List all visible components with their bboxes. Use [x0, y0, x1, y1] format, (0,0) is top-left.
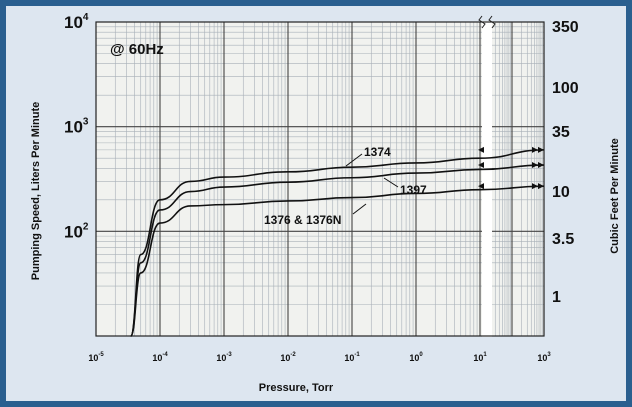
series-leader-1	[345, 153, 363, 167]
series-arrow-right	[532, 146, 538, 153]
plot-border	[95, 21, 545, 337]
minor-grid	[96, 22, 544, 336]
series-line-3	[130, 185, 545, 337]
y-tick-label-right: 10	[552, 184, 570, 201]
series-label-2: 1397	[400, 183, 427, 197]
y-tick-label-right: 350	[552, 19, 579, 36]
y-tick-label-left: 103	[64, 117, 89, 137]
series-arrow-right	[538, 162, 544, 169]
x-tick-label: 10-3	[216, 352, 232, 363]
x-tick-label: 103	[537, 352, 551, 363]
y-tick-labels-right: 350 100 35 10 3.5 1	[552, 19, 579, 306]
y-tick-label-right: 100	[552, 80, 579, 97]
series-arrow-right	[532, 183, 538, 190]
x-tick-label: 10-5	[88, 352, 104, 363]
series-line-2	[130, 164, 545, 337]
chart-frame: 1374 1397 1376 & 1376N 10-5 10-4 10-3 10-2 10-…	[6, 6, 626, 401]
major-grid	[96, 22, 544, 336]
axis-break-gap	[482, 21, 492, 337]
y-axis-label-right: Cubic Feet Per Minute	[609, 138, 621, 254]
series-arrow-right	[538, 146, 544, 153]
series-arrow-left	[478, 162, 484, 169]
series-label-3: 1376 & 1376N	[264, 213, 341, 227]
x-tick-label: 10-2	[280, 352, 296, 363]
y-tick-label-left: 102	[64, 221, 89, 241]
series-arrow-right	[532, 162, 538, 169]
y-tick-label-right: 1	[552, 289, 561, 306]
y-axis-label-left: Pumping Speed, Liters Per Minute	[30, 102, 42, 280]
y-tick-labels-left: 104 103 102	[64, 12, 89, 241]
series-layer	[130, 146, 545, 337]
series-leader-3	[352, 203, 367, 215]
y-tick-label-right: 3.5	[552, 231, 574, 248]
annotation-frequency: @ 60Hz	[110, 41, 164, 58]
series-leader-2	[383, 177, 399, 188]
series-arrow-right	[538, 183, 544, 190]
y-tick-label-right: 35	[552, 124, 570, 141]
x-tick-labels: 10-5 10-4 10-3 10-2 10-1 100 101 103	[88, 352, 551, 363]
y-tick-label-left: 104	[64, 12, 89, 32]
plot-area	[96, 22, 544, 336]
x-tick-label: 10-1	[344, 352, 360, 363]
x-tick-label: 100	[409, 352, 423, 363]
series-line-1	[130, 149, 545, 337]
series-arrow-left	[478, 146, 484, 153]
x-tick-label: 101	[473, 352, 487, 363]
x-axis-label: Pressure, Torr	[259, 382, 334, 394]
series-arrow-left	[478, 183, 484, 190]
series-label-1: 1374	[364, 145, 391, 159]
series-labels: 1374 1397 1376 & 1376N	[264, 145, 427, 227]
x-tick-label: 10-4	[152, 352, 168, 363]
